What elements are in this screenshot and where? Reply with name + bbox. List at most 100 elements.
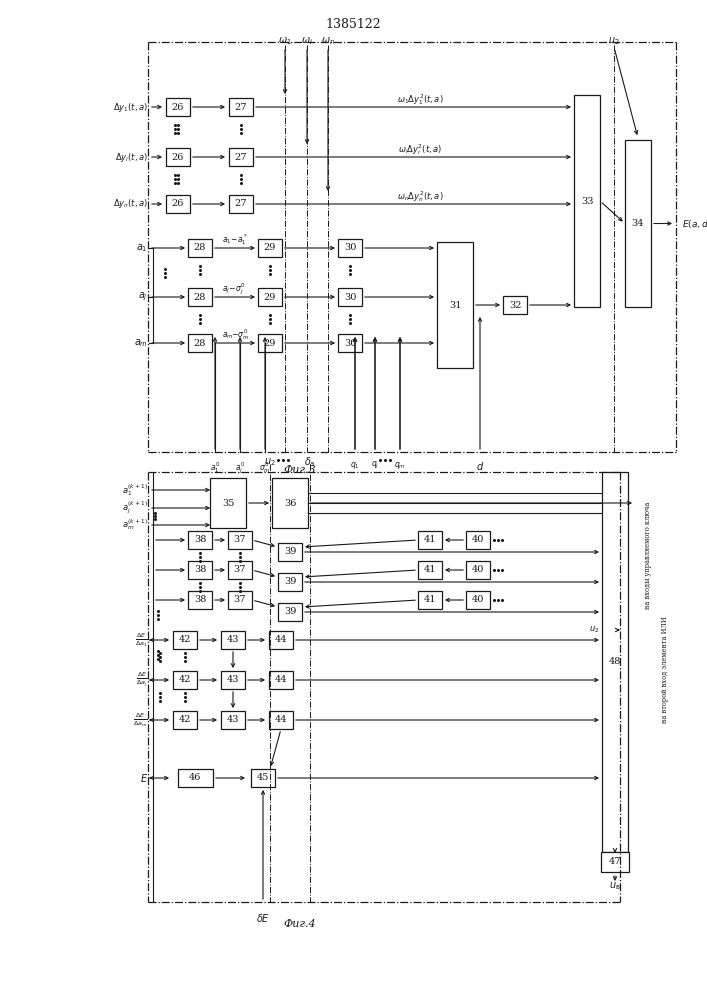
Bar (258, 239, 282, 257)
Text: $u_{\text{в}}$: $u_{\text{в}}$ (609, 880, 621, 892)
Bar (251, 769, 275, 787)
Text: Фиг.3: Фиг.3 (284, 465, 316, 475)
Text: $a_j$: $a_j$ (138, 291, 148, 303)
Bar (228, 561, 252, 579)
Text: 47: 47 (609, 857, 621, 866)
Text: $a_1^0$: $a_1^0$ (210, 460, 220, 475)
Text: 26: 26 (172, 103, 185, 111)
Bar (221, 711, 245, 729)
Text: $\Delta y_i(t,a)$: $\Delta y_i(t,a)$ (115, 150, 148, 163)
Bar (221, 671, 245, 689)
Text: Фиг.4: Фиг.4 (284, 919, 316, 929)
Bar (503, 296, 527, 314)
Text: 33: 33 (580, 196, 593, 206)
Bar (166, 98, 190, 116)
Text: $a_j^{(k+1)}$: $a_j^{(k+1)}$ (122, 500, 148, 516)
Text: 46: 46 (189, 774, 201, 782)
Text: $\sigma_m^0$: $\sigma_m^0$ (259, 460, 271, 475)
Text: 26: 26 (172, 152, 185, 161)
Text: $\omega_1\Delta y_1^2(t,a)$: $\omega_1\Delta y_1^2(t,a)$ (397, 93, 443, 107)
Text: $\omega_i$: $\omega_i$ (301, 35, 313, 47)
Text: 44: 44 (275, 716, 287, 724)
Text: 1385122: 1385122 (325, 18, 381, 31)
Text: $\Delta y_1(t,a)$: $\Delta y_1(t,a)$ (113, 101, 148, 113)
Text: 43: 43 (227, 676, 239, 684)
Text: 26: 26 (172, 200, 185, 209)
Text: 31: 31 (449, 300, 461, 310)
Text: 41: 41 (423, 566, 436, 574)
Text: $E$: $E$ (140, 772, 148, 784)
Text: 30: 30 (344, 243, 356, 252)
Bar (269, 671, 293, 689)
Bar (188, 561, 212, 579)
Text: $a_j^0$: $a_j^0$ (235, 460, 245, 476)
Bar (173, 631, 197, 649)
Text: 27: 27 (235, 200, 247, 209)
Text: $d$: $d$ (476, 460, 484, 472)
Bar (418, 561, 442, 579)
Text: $\Delta y_n(t,a)$: $\Delta y_n(t,a)$ (113, 198, 148, 211)
Bar (269, 711, 293, 729)
Bar (466, 561, 490, 579)
Text: $\frac{\Delta E}{\Delta a_m}$: $\frac{\Delta E}{\Delta a_m}$ (134, 711, 148, 729)
Text: $u_2$: $u_2$ (588, 625, 599, 635)
Bar (188, 288, 212, 306)
Text: 27: 27 (235, 152, 247, 161)
Text: 37: 37 (234, 595, 246, 604)
Bar (221, 631, 245, 649)
Text: $\delta E$: $\delta E$ (256, 912, 270, 924)
Text: 34: 34 (632, 219, 644, 228)
Text: 27: 27 (235, 103, 247, 111)
Text: $q_1$: $q_1$ (350, 460, 360, 471)
Bar (338, 288, 362, 306)
Bar (188, 334, 212, 352)
Bar (229, 195, 253, 213)
Bar (338, 334, 362, 352)
Text: $a_1$: $a_1$ (136, 242, 148, 254)
Bar (166, 195, 190, 213)
Text: 39: 39 (284, 607, 296, 616)
Text: $\delta_a$: $\delta_a$ (304, 455, 316, 469)
Bar (229, 148, 253, 166)
Text: 35: 35 (222, 498, 234, 508)
Text: 32: 32 (509, 300, 521, 310)
Text: 43: 43 (227, 716, 239, 724)
Text: 29: 29 (264, 292, 276, 302)
Bar (173, 671, 197, 689)
Text: 38: 38 (194, 595, 206, 604)
Text: 37: 37 (234, 536, 246, 544)
Text: $a_j\!-\!\sigma_j^0$: $a_j\!-\!\sigma_j^0$ (222, 281, 245, 297)
Bar (177, 769, 213, 787)
Text: на входы управляемого ключа: на входы управляемого ключа (644, 501, 652, 609)
Text: 36: 36 (284, 498, 296, 508)
Bar (278, 573, 302, 591)
Text: 40: 40 (472, 566, 484, 574)
Bar (625, 140, 651, 307)
Text: 28: 28 (194, 338, 206, 348)
Text: 44: 44 (275, 636, 287, 645)
Text: $E(a,d)$: $E(a,d)$ (682, 218, 707, 230)
Text: 30: 30 (344, 292, 356, 302)
Bar (418, 591, 442, 609)
Bar (269, 631, 293, 649)
Text: $\omega_n$: $\omega_n$ (321, 35, 335, 47)
Text: 29: 29 (264, 243, 276, 252)
Text: 30: 30 (344, 338, 356, 348)
Bar (272, 478, 308, 528)
Text: 48: 48 (609, 658, 621, 666)
Text: 43: 43 (227, 636, 239, 645)
Text: $a_m\!\!-\!\sigma_m^0$: $a_m\!\!-\!\sigma_m^0$ (222, 328, 250, 342)
Bar (602, 472, 628, 852)
Text: $q_m$: $q_m$ (394, 460, 406, 471)
Bar (437, 242, 473, 368)
Text: 39: 39 (284, 548, 296, 556)
Text: $q_j$: $q_j$ (371, 460, 379, 471)
Text: 44: 44 (275, 676, 287, 684)
Text: 37: 37 (234, 566, 246, 574)
Text: 42: 42 (179, 676, 192, 684)
Text: 41: 41 (423, 595, 436, 604)
Text: $\frac{\Delta E}{\Delta a_1}$: $\frac{\Delta E}{\Delta a_1}$ (135, 631, 148, 649)
Text: $u_2$: $u_2$ (264, 456, 276, 468)
Bar (173, 711, 197, 729)
Text: 39: 39 (284, 578, 296, 586)
